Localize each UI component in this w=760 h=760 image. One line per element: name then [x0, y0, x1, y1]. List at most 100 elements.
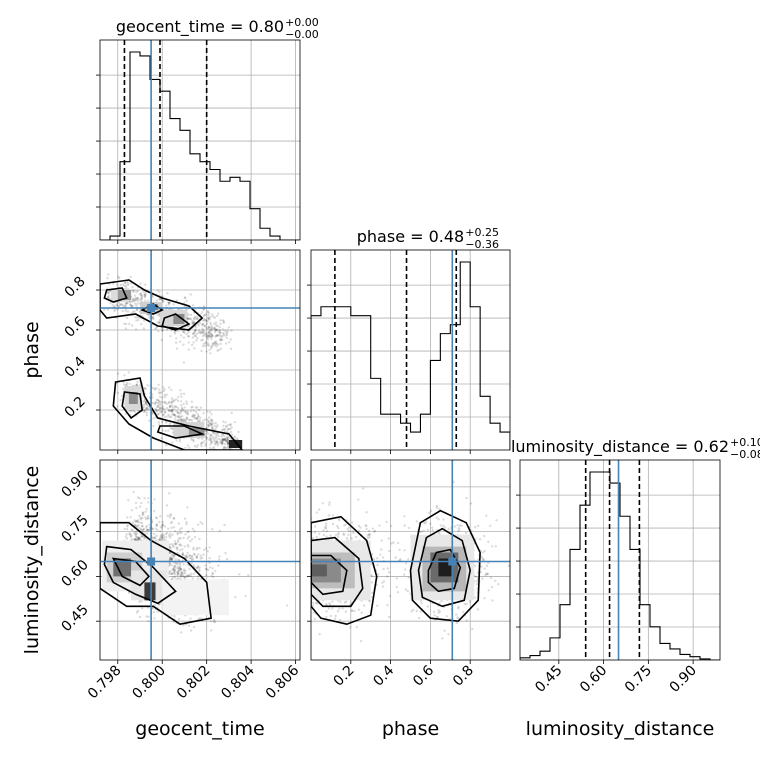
x-tick-label: 0.2: [331, 663, 358, 690]
sample-point: [210, 440, 213, 443]
sample-point: [183, 331, 186, 334]
sample-point: [188, 567, 191, 571]
sample-point: [435, 504, 438, 508]
sample-point: [158, 391, 161, 394]
sample-point: [229, 347, 233, 350]
sample-point: [453, 525, 456, 528]
sample-point: [458, 528, 461, 531]
sample-point: [212, 327, 215, 330]
sample-point: [212, 620, 216, 623]
sample-point: [125, 381, 129, 385]
sample-point: [188, 418, 192, 422]
sample-point: [165, 328, 169, 331]
sample-point: [188, 446, 191, 449]
sample-point: [443, 526, 447, 529]
x-axis-label-phase: phase: [382, 718, 439, 740]
sample-point: [186, 410, 190, 413]
sample-point: [180, 570, 183, 574]
sample-point: [230, 329, 233, 332]
sample-point: [436, 615, 439, 619]
sample-point: [109, 301, 112, 305]
sample-point: [473, 596, 477, 599]
sample-point: [380, 539, 383, 542]
sample-point: [210, 574, 213, 577]
sample-point: [200, 349, 203, 353]
sample-point: [135, 297, 138, 300]
sample-point: [221, 438, 224, 441]
sample-point: [205, 333, 208, 336]
sample-point: [439, 524, 442, 527]
sample-point: [222, 420, 225, 423]
sample-point: [170, 526, 173, 529]
sample-point: [217, 435, 220, 438]
sample-point: [146, 529, 149, 532]
sample-point: [145, 403, 148, 406]
sample-point: [485, 564, 489, 568]
sample-point: [198, 568, 201, 571]
sample-point: [138, 537, 141, 540]
sample-point: [365, 527, 368, 531]
sample-point: [483, 567, 486, 570]
sample-point: [138, 514, 141, 518]
sample-point: [154, 401, 157, 405]
sample-point: [485, 572, 488, 576]
sample-point: [140, 521, 144, 525]
sample-point: [136, 302, 139, 305]
sample-point: [191, 405, 194, 409]
sample-point: [195, 556, 198, 560]
sample-point: [184, 446, 187, 450]
sample-point: [230, 411, 233, 415]
sample-point: [390, 542, 393, 545]
sample-point: [141, 524, 144, 528]
sample-point: [160, 533, 163, 537]
sample-point: [353, 609, 356, 613]
sample-point: [324, 527, 328, 530]
sample-point: [139, 294, 143, 297]
sample-point: [179, 409, 183, 413]
sample-point: [145, 403, 148, 406]
sample-point: [177, 395, 180, 399]
sample-point: [180, 419, 184, 422]
sample-point: [205, 430, 208, 433]
sample-point: [125, 537, 129, 540]
sample-point: [172, 526, 176, 529]
sample-point: [214, 342, 218, 345]
sample-point: [411, 608, 415, 611]
sample-point: [218, 329, 221, 332]
sample-point: [133, 537, 136, 541]
sample-point: [192, 332, 196, 335]
sample-point: [179, 573, 182, 576]
sample-point: [173, 530, 177, 533]
sample-point: [152, 424, 155, 428]
x-tick-label: 0.804: [218, 662, 258, 702]
sample-point: [134, 538, 137, 542]
sample-point: [365, 511, 368, 514]
sample-point: [167, 527, 170, 530]
sample-point: [487, 589, 490, 592]
sample-point: [176, 546, 179, 549]
sample-point: [179, 567, 183, 571]
sample-point: [433, 614, 436, 617]
sample-point: [193, 529, 196, 533]
sample-point: [170, 558, 174, 561]
sample-point: [170, 415, 173, 419]
sample-point: [331, 600, 334, 603]
sample-point: [297, 535, 299, 537]
y-axis-label-phase: phase: [21, 321, 43, 378]
sample-point: [168, 557, 172, 560]
sample-point: [196, 444, 199, 447]
sample-point: [172, 556, 175, 560]
sample-point: [443, 629, 446, 632]
sample-point: [198, 331, 202, 334]
sample-point: [223, 439, 227, 442]
sample-point: [221, 428, 224, 432]
sample-point: [163, 525, 167, 528]
sample-point: [210, 423, 213, 426]
sample-point: [223, 450, 225, 452]
sample-point: [212, 431, 215, 434]
sample-point: [163, 401, 167, 404]
sample-point: [224, 421, 227, 424]
sample-point: [135, 383, 138, 386]
sample-point: [298, 570, 300, 572]
sample-point: [171, 405, 174, 409]
